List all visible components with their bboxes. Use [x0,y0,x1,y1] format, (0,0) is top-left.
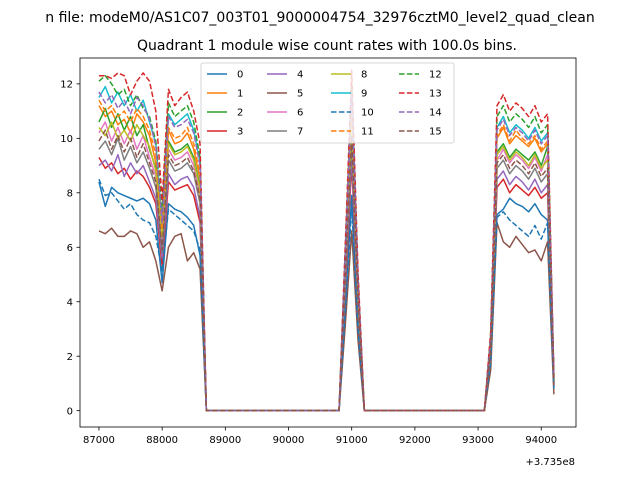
x-tick-label: 90000 [273,435,305,446]
y-tick-label: 12 [60,79,73,90]
legend-label: 15 [429,127,442,138]
y-tick-label: 10 [60,134,73,145]
axes-frame [79,57,577,428]
legend-label: 4 [297,70,303,81]
x-tick-label: 91000 [336,435,368,446]
legend-label: 2 [237,108,243,119]
y-axis: 0 2 4 6 8 10 12 [60,79,80,417]
legend-label: 8 [361,70,367,81]
legend-label: 11 [361,127,374,138]
legend-label: 6 [297,108,303,119]
y-tick-label: 6 [67,243,73,254]
x-tick-label: 94000 [525,435,557,446]
legend-label: 10 [361,108,374,119]
legend-label: 0 [237,70,243,81]
y-tick-label: 4 [67,297,73,308]
legend-label: 14 [429,108,442,119]
legend-label: 7 [297,127,303,138]
x-axis: 87000 88000 89000 90000 91000 92000 93000 94000 [83,427,557,446]
legend-label: 1 [237,89,243,100]
figure-suptitle: n file: modeM0/AS1C07_003T01_9000004754_… [45,10,594,26]
legend-label: 13 [429,89,442,100]
x-tick-label: 89000 [209,435,241,446]
x-offset-label: +3.735e8 [525,457,575,468]
x-tick-label: 87000 [83,435,115,446]
legend-label: 9 [361,89,367,100]
y-tick-label: 2 [67,352,73,363]
legend-label: 3 [237,127,243,138]
x-tick-label: 93000 [462,435,494,446]
y-tick-label: 0 [67,406,73,417]
legend-frame [200,62,455,144]
series-line-15 [98,129,555,412]
legend-label: 5 [297,89,303,100]
x-tick-label: 92000 [399,435,431,446]
x-tick-label: 88000 [146,435,178,446]
y-tick-label: 8 [67,188,73,199]
legend-label: 12 [429,70,442,81]
series-layer [98,69,555,412]
chart-title: Quadrant 1 module wise count rates with … [137,38,517,54]
